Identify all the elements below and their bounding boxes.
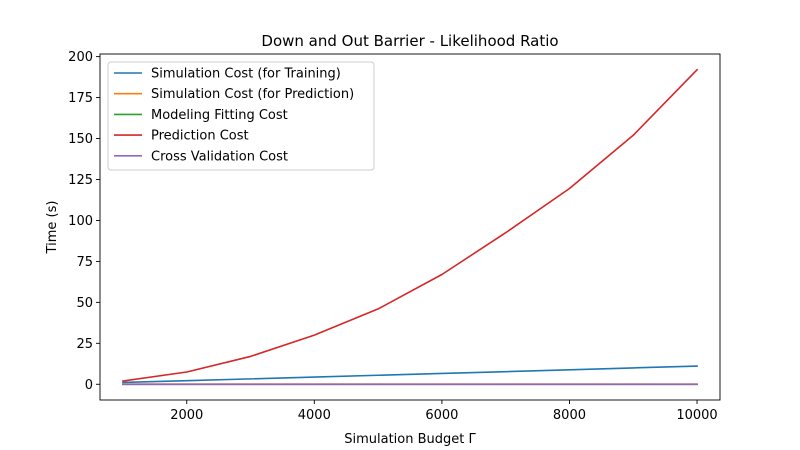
legend-entry-label: Modeling Fitting Cost (151, 108, 288, 123)
axes-frame (99, 53, 721, 401)
legend-entry-label: Prediction Cost (151, 129, 249, 144)
legend: Simulation Cost (for Training) Simulation… (107, 61, 375, 171)
y-axis-label: Time (s) (45, 201, 60, 255)
chart-title: Down and Out Barrier - Likelihood Ratio (261, 32, 558, 50)
x-axis-label: Simulation Budget Γ (344, 432, 476, 447)
plot-area (99, 53, 721, 401)
x-tick-label: 6000 (425, 408, 458, 423)
series-line-prediction-cost (122, 68, 699, 382)
y-tick-label: 200 (68, 50, 93, 65)
y-tick-label: 0 (85, 378, 93, 393)
y-tick-label: 25 (76, 337, 93, 352)
x-tick-label: 8000 (553, 408, 586, 423)
series-line-simulation-cost-for-training (122, 365, 698, 384)
y-tick-label: 50 (76, 296, 93, 311)
y-tick-label: 75 (76, 255, 93, 270)
legend-entry-label: Cross Validation Cost (151, 149, 288, 164)
axes-ticks: 2000 4000 6000 8000 10000 0 25 50 75 100 125 150 175… (68, 50, 718, 423)
y-tick-label: 100 (68, 214, 93, 229)
x-tick-label: 4000 (298, 408, 331, 423)
x-tick-label: 10000 (676, 408, 717, 423)
y-tick-label: 175 (68, 91, 93, 106)
legend-box (107, 61, 375, 171)
y-tick-label: 125 (68, 173, 93, 188)
legend-entry-label: Simulation Cost (for Prediction) (151, 87, 354, 102)
y-tick-label: 150 (68, 132, 93, 147)
legend-entry-label: Simulation Cost (for Training) (151, 67, 341, 82)
x-tick-label: 2000 (170, 408, 203, 423)
